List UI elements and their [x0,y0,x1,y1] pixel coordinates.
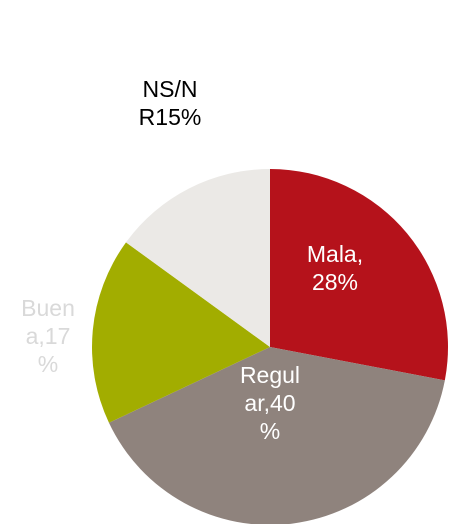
slice-label: Mala, [307,241,363,267]
slice-label: a,17 [26,323,71,349]
slice-label: ar,40 [244,390,295,416]
slice-label: NS/N [143,76,198,102]
slice-label: % [260,418,280,444]
slice-label: R15% [139,104,202,130]
pie-slice [270,169,448,381]
pie-slice [91,242,270,423]
slice-label: Buen [21,295,75,321]
slice-label: % [38,351,58,377]
pie-slice [125,169,271,347]
slice-label: Regul [240,362,300,388]
slice-label: 28% [312,269,358,295]
pie-slice [108,347,445,524]
